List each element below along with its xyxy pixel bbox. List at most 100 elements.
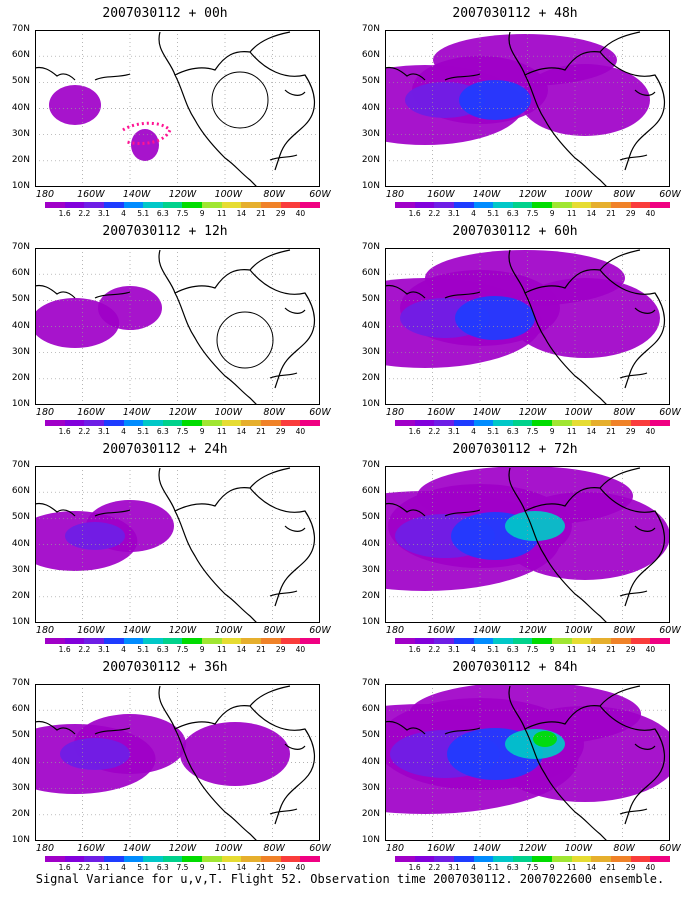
colorbar-label: 7.5 (526, 209, 539, 218)
lon-tick-label: 120W (168, 843, 197, 854)
lat-tick-label: 20N (361, 154, 380, 165)
lon-tick-label: 140W (122, 407, 151, 418)
colorbar-swatch (123, 202, 144, 208)
lon-tick-label: 80W (613, 189, 635, 200)
colorbar-swatch (630, 202, 651, 208)
colorbar-swatch (64, 638, 85, 644)
colorbar-label: 6.3 (506, 209, 519, 218)
lon-tick-label: 120W (168, 189, 197, 200)
lon-tick-label: 60W (309, 189, 331, 200)
colorbar (45, 202, 320, 208)
coastline (385, 249, 665, 405)
colorbar-swatch (473, 856, 494, 862)
lon-tick-label: 120W (518, 625, 547, 636)
lat-tick-label: 40N (11, 756, 30, 767)
colorbar-swatch (103, 202, 124, 208)
panel-title: 2007030112 + 48h (452, 6, 578, 21)
colorbar-label: 9 (199, 645, 205, 654)
lon-tick-label: 80W (613, 625, 635, 636)
coastline (385, 467, 665, 623)
colorbar-swatch (162, 420, 183, 426)
colorbar-label: 6.3 (506, 427, 519, 436)
colorbar-label: 7.5 (176, 209, 189, 218)
lat-tick-label: 10N (11, 835, 30, 845)
colorbar-label: 9 (199, 863, 205, 872)
colorbar-label: 40 (295, 427, 306, 436)
colorbar-label: 1.6 (58, 645, 71, 654)
colorbar-label: 9 (549, 427, 555, 436)
lat-tick-label: 30N (11, 128, 30, 139)
colorbar (395, 202, 670, 208)
colorbar-label: 1.6 (58, 209, 71, 218)
lat-tick-label: 10N (11, 617, 30, 627)
colorbar-swatch (434, 856, 454, 862)
colorbar-swatch (280, 202, 301, 208)
colorbar-swatch (473, 638, 494, 644)
coastline (35, 467, 315, 623)
lon-tick-label: 160W (427, 407, 455, 418)
colorbar-swatch (453, 202, 474, 208)
colorbar-label: 3.1 (97, 863, 110, 872)
lon-tick-label: 80W (263, 843, 285, 854)
colorbar-swatch (300, 202, 320, 208)
colorbar-label: 40 (645, 645, 656, 654)
lon-tick-label: 100W (214, 843, 243, 854)
colorbar-label: 5.1 (137, 427, 150, 436)
lat-tick-label: 20N (11, 372, 30, 383)
lon-tick-label: 140W (122, 189, 151, 200)
colorbar-swatch (84, 856, 104, 862)
lon-tick-label: 160W (427, 843, 455, 854)
variance-contour (425, 250, 625, 306)
lon-tick-label: 60W (309, 407, 331, 418)
colorbar-swatch (300, 856, 320, 862)
colorbar-swatch (630, 856, 651, 862)
lat-tick-label: 40N (361, 756, 380, 767)
colorbar-swatch (182, 638, 203, 644)
colorbar-swatch (571, 856, 592, 862)
colorbar-label: 4 (121, 863, 126, 872)
lon-tick-label: 160W (77, 407, 105, 418)
colorbar-swatch (453, 856, 474, 862)
colorbar-swatch (512, 420, 533, 426)
map-plot (385, 684, 670, 841)
variance-contour (459, 80, 531, 120)
colorbar (395, 420, 670, 426)
colorbar-swatch (221, 856, 242, 862)
colorbar-swatch (182, 856, 203, 862)
panel-title: 2007030112 + 00h (102, 6, 228, 21)
colorbar-swatch (611, 420, 631, 426)
colorbar-label: 21 (606, 209, 616, 218)
lat-tick-label: 70N (361, 24, 380, 34)
colorbar-swatch (64, 420, 85, 426)
colorbar-label: 29 (275, 209, 286, 218)
colorbar-swatch (493, 856, 513, 862)
colorbar-label: 14 (236, 427, 247, 436)
variance-contour (60, 738, 130, 770)
target-circle (216, 311, 274, 369)
lat-tick-label: 70N (11, 460, 30, 470)
lat-tick-label: 20N (11, 154, 30, 165)
colorbar-label: 7.5 (526, 863, 539, 872)
coastline (35, 685, 315, 841)
lat-tick-label: 20N (361, 590, 380, 601)
colorbar-label: 21 (606, 863, 616, 872)
lat-tick-label: 60N (11, 50, 30, 61)
lat-tick-label: 30N (11, 782, 30, 793)
colorbar-label: 5.1 (487, 645, 500, 654)
colorbar-label: 1.6 (408, 209, 421, 218)
lat-tick-label: 10N (11, 399, 30, 409)
colorbar-swatch (650, 202, 670, 208)
lon-tick-label: 80W (263, 625, 285, 636)
colorbar-label: 11 (567, 209, 577, 218)
lat-tick-label: 50N (11, 512, 30, 523)
colorbar-label: 5.1 (137, 645, 150, 654)
colorbar-swatch (202, 856, 222, 862)
variance-contour (35, 298, 120, 348)
lon-tick-label: 100W (564, 625, 593, 636)
colorbar-swatch (221, 420, 242, 426)
colorbar-label: 14 (236, 645, 247, 654)
colorbar-swatch (414, 202, 435, 208)
map-plot (35, 684, 320, 841)
lat-tick-label: 50N (361, 730, 380, 741)
lat-tick-label: 60N (11, 268, 30, 279)
